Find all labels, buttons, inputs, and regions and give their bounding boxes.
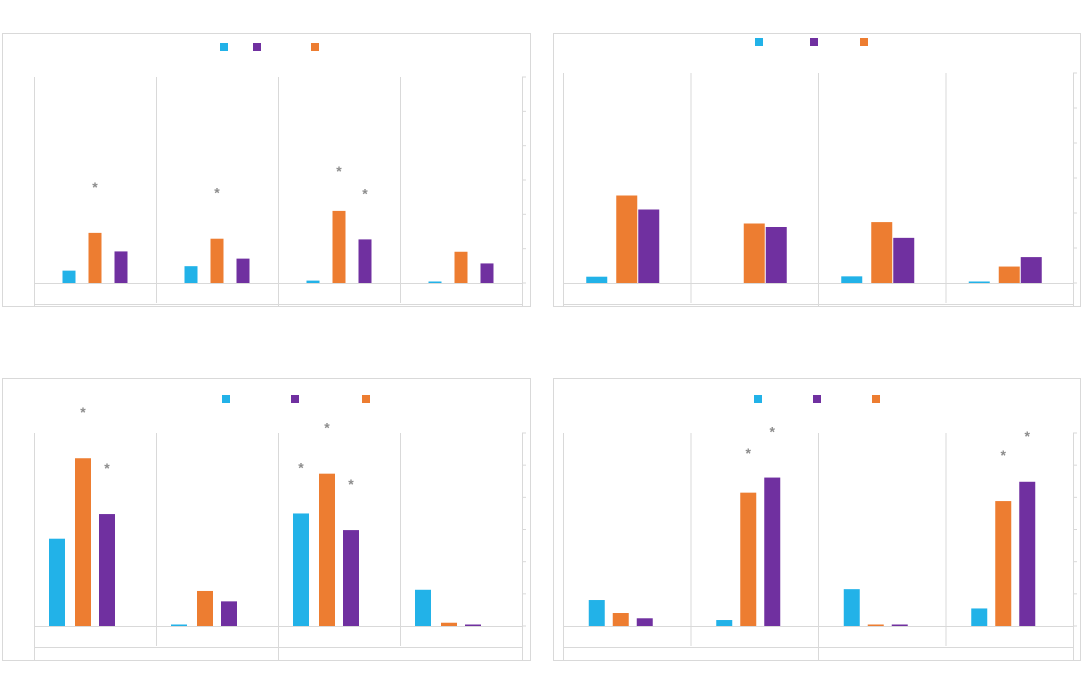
bar [841, 276, 863, 283]
bar [62, 270, 76, 283]
significance-star: * [298, 459, 304, 475]
bar [893, 237, 915, 283]
significance-star: * [80, 404, 86, 420]
bar [764, 477, 781, 626]
chart-panel-1: * * * * [2, 33, 531, 307]
legend-swatch-2 [291, 395, 299, 403]
bar [716, 620, 733, 626]
bar [480, 263, 494, 283]
legend-swatch-2 [810, 38, 818, 46]
bar [415, 589, 431, 626]
legend-swatch-3 [362, 395, 370, 403]
significance-star: * [746, 445, 752, 461]
panel-frame [2, 378, 531, 661]
bar [171, 624, 187, 626]
bar [998, 266, 1020, 283]
bar [197, 590, 213, 626]
bar [995, 501, 1012, 626]
significance-star: * [92, 179, 98, 195]
panel-frame [553, 33, 1081, 307]
bar [210, 238, 224, 283]
chart-panel-4: * * * * [553, 378, 1081, 661]
bar [454, 251, 468, 283]
panel-frame [2, 33, 531, 307]
bar [843, 589, 860, 626]
legend-swatch-2 [253, 43, 261, 51]
bar [871, 222, 893, 283]
significance-star: * [1025, 428, 1031, 444]
significance-star: * [214, 185, 220, 201]
bar [765, 227, 787, 283]
bar [236, 258, 250, 283]
significance-star: * [362, 185, 368, 201]
bar [867, 624, 884, 626]
bar [306, 280, 320, 283]
bar [99, 514, 115, 626]
bar [968, 281, 990, 283]
legend-swatch-1 [755, 38, 763, 46]
significance-star: * [336, 163, 342, 179]
bar [586, 276, 608, 283]
bar [184, 266, 198, 283]
bar [428, 281, 442, 283]
bar [891, 624, 908, 626]
bar [441, 622, 457, 626]
bar [358, 239, 372, 283]
bar [319, 473, 335, 626]
bar [49, 538, 65, 626]
legend [754, 395, 880, 403]
significance-star: * [324, 420, 330, 436]
bar [971, 608, 988, 626]
bar [740, 492, 757, 626]
legend [755, 38, 868, 46]
chart-panel-2 [553, 33, 1081, 307]
panel-frame [553, 378, 1081, 661]
legend-swatch-3 [860, 38, 868, 46]
legend [222, 395, 370, 403]
legend [220, 43, 319, 51]
bar [293, 513, 309, 626]
legend-swatch-1 [222, 395, 230, 403]
significance-star: * [770, 424, 776, 440]
bar [612, 613, 629, 626]
bar [343, 530, 359, 626]
legend-swatch-1 [754, 395, 762, 403]
significance-star: * [348, 476, 354, 492]
bar [636, 618, 653, 626]
bar [114, 251, 128, 283]
bar [638, 209, 660, 283]
bar [1019, 481, 1036, 626]
bar [75, 458, 91, 626]
bar [616, 195, 638, 283]
bar [465, 624, 481, 626]
legend-swatch-1 [220, 43, 228, 51]
significance-star: * [1001, 447, 1007, 463]
legend-swatch-3 [311, 43, 319, 51]
legend-swatch-2 [813, 395, 821, 403]
bar [332, 210, 346, 283]
bar [88, 232, 102, 283]
bar [588, 600, 605, 626]
bar [1020, 257, 1042, 283]
chart-panel-3: * * * * * [2, 378, 531, 661]
legend-swatch-3 [872, 395, 880, 403]
bar [743, 223, 765, 283]
bar [221, 601, 237, 626]
significance-star: * [104, 460, 110, 476]
